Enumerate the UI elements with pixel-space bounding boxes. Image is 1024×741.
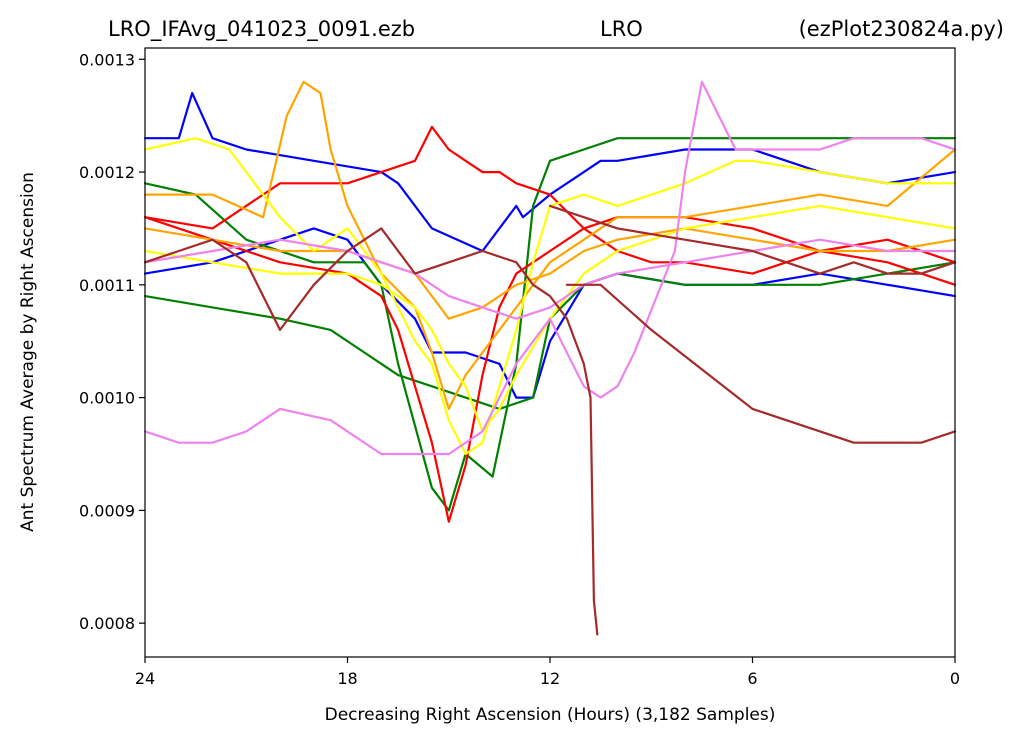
series-line-12 [143, 238, 957, 320]
chart-title-file: LRO_IFAvg_041023_0091.ezb [108, 17, 415, 42]
y-axis: 0.0008 0.0009 0.0010 0.0011 0.0012 0.0013 [79, 50, 145, 633]
chart-title-site: LRO [600, 17, 643, 41]
y-tick-label: 0.0008 [79, 614, 135, 633]
y-tick-label: 0.0011 [79, 276, 135, 295]
y-tick-label: 0.0012 [79, 163, 135, 182]
series-line-1 [143, 92, 957, 253]
series-line-9 [143, 137, 957, 456]
series-line-13 [143, 227, 599, 636]
series-layer [143, 80, 957, 636]
x-axis-label: Decreasing Right Ascension (Hours) (3,18… [325, 705, 776, 725]
series-line-10 [143, 204, 957, 433]
x-axis: 24 18 12 6 0 [135, 657, 960, 688]
y-tick-label: 0.0010 [79, 389, 135, 408]
series-line-5 [143, 125, 957, 275]
chart-title-script: (ezPlot230824a.py) [799, 17, 1004, 41]
x-tick-label: 18 [337, 669, 357, 688]
series-line-7 [143, 80, 957, 410]
y-tick-label: 0.0013 [79, 50, 135, 69]
x-tick-label: 6 [747, 669, 757, 688]
series-line-4 [143, 261, 957, 410]
series-line-8 [143, 227, 957, 320]
x-tick-label: 0 [950, 669, 960, 688]
series-line-11 [143, 80, 957, 456]
x-tick-label: 24 [135, 669, 155, 688]
y-axis-label: Ant Spectrum Average by Right Ascension [18, 172, 38, 532]
series-line-14 [565, 283, 957, 444]
series-line-15 [548, 204, 957, 275]
x-tick-label: 12 [540, 669, 560, 688]
y-tick-label: 0.0009 [79, 501, 135, 520]
